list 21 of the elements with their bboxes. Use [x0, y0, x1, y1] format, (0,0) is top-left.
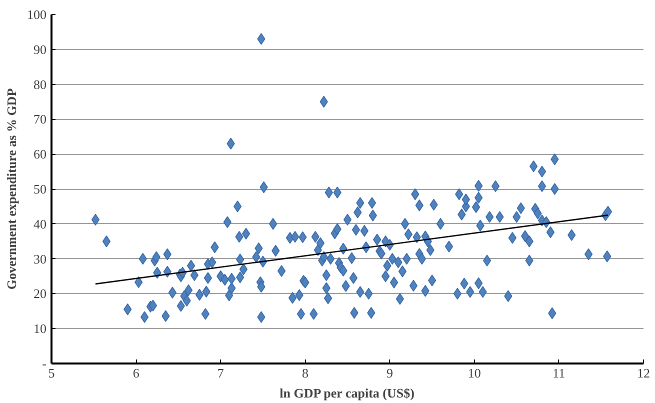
y-tick-label: 90 — [34, 42, 46, 57]
x-tick-label: 6 — [132, 366, 140, 380]
x-tick-label: 11 — [552, 366, 566, 380]
x-tick-label: 5 — [48, 366, 55, 380]
x-tick-label: 10 — [468, 366, 481, 380]
y-tick-label: 40 — [34, 216, 46, 232]
y-tick-label: 10 — [34, 321, 46, 336]
y-axis-title: Government expenditure as % GDP — [4, 88, 19, 290]
y-tick-label: - — [42, 356, 47, 371]
y-tick-label: 60 — [34, 146, 46, 162]
y-tick-label: 80 — [34, 76, 46, 92]
y-tick-label: 70 — [34, 112, 46, 127]
y-tick-label: 20 — [34, 286, 46, 302]
x-tick-label: 9 — [386, 366, 394, 380]
y-tick-label: 30 — [34, 251, 46, 266]
y-tick-label: 50 — [34, 182, 46, 196]
x-tick-label: 8 — [302, 366, 308, 380]
y-tick-label: 100 — [27, 7, 46, 22]
x-tick-label: 12 — [637, 366, 650, 380]
x-tick-label: 7 — [217, 366, 224, 380]
x-axis-title: ln GDP per capita (US$) — [280, 386, 414, 400]
